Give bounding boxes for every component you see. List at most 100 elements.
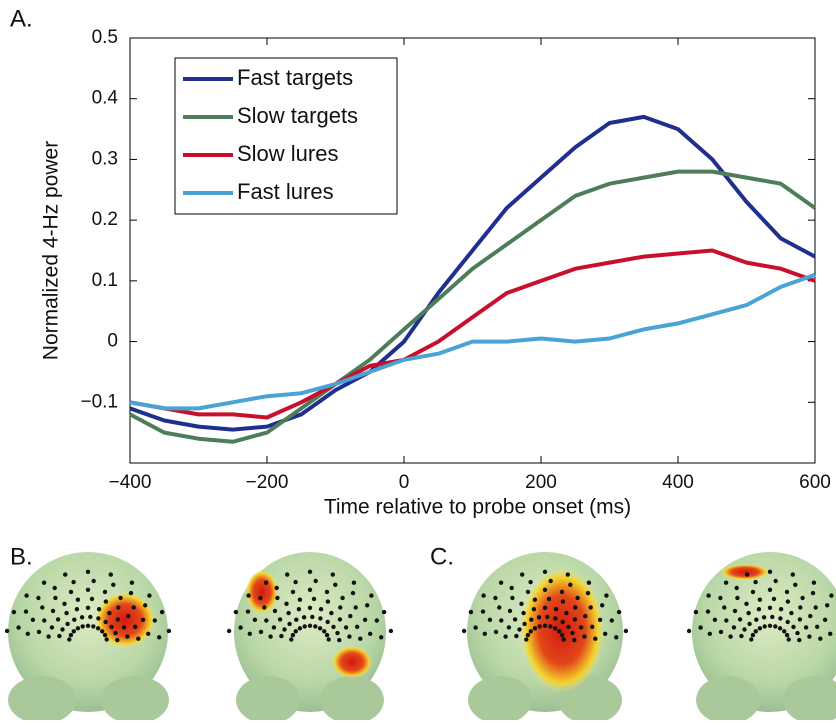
electrode	[797, 637, 802, 643]
electrode	[379, 635, 384, 640]
electrode	[698, 625, 703, 630]
electrode	[72, 617, 77, 622]
electrode	[784, 589, 790, 595]
electrode	[757, 597, 763, 602]
electrode	[147, 593, 152, 598]
electrode	[166, 628, 172, 634]
electrode	[521, 610, 526, 616]
electrode	[100, 629, 105, 634]
electrode	[686, 628, 692, 634]
electrode	[761, 615, 767, 620]
electrode	[71, 629, 77, 634]
electrode	[785, 599, 791, 604]
electrode	[293, 629, 298, 634]
electrode	[246, 593, 251, 598]
electrode	[745, 572, 750, 577]
electrode	[233, 609, 239, 615]
legend-label: Fast lures	[237, 179, 334, 204]
electrode	[553, 616, 558, 621]
electrode	[128, 590, 134, 596]
electrode	[85, 569, 91, 574]
electrode	[374, 618, 379, 623]
series-line	[129, 169, 817, 444]
electrode	[85, 623, 91, 628]
plot-frame	[129, 37, 816, 464]
electrode	[238, 625, 243, 630]
electrode	[545, 614, 550, 620]
y-tick-label: 0.1	[92, 270, 118, 291]
electrode	[347, 634, 352, 639]
electrode	[542, 569, 548, 574]
electrode	[767, 569, 773, 574]
electrode	[548, 624, 553, 629]
electrode	[322, 629, 327, 634]
electrode	[568, 582, 573, 587]
electrode	[107, 610, 112, 616]
electrode	[514, 633, 519, 639]
electrode	[588, 605, 593, 610]
electrode	[287, 621, 292, 627]
electrode	[258, 595, 263, 601]
electrode	[103, 599, 109, 604]
electrode	[468, 609, 474, 615]
electrode	[337, 617, 343, 622]
electrode	[461, 628, 467, 634]
electrode	[519, 601, 524, 606]
electrode	[810, 590, 816, 596]
electrode	[593, 636, 598, 641]
electrode	[597, 617, 603, 622]
electrode	[732, 608, 738, 614]
electrode	[65, 621, 70, 627]
electrode	[575, 595, 580, 601]
electrode	[102, 589, 108, 595]
electrode	[140, 617, 146, 622]
electrode	[53, 595, 58, 601]
electrode	[310, 614, 315, 620]
electrode	[616, 609, 622, 615]
electrode	[750, 632, 756, 638]
electrode	[553, 607, 559, 612]
electrode	[728, 634, 733, 639]
electrode	[337, 637, 342, 643]
electrode	[522, 621, 527, 627]
x-tick-label: −200	[246, 472, 289, 493]
electrode	[85, 605, 91, 610]
electrode	[585, 590, 591, 596]
electrode	[79, 615, 85, 620]
electrode	[525, 632, 531, 638]
electrode	[290, 632, 296, 638]
electrode	[307, 623, 313, 628]
legend-box	[174, 57, 398, 215]
electrode	[557, 629, 562, 634]
electrode	[481, 593, 486, 598]
electrode	[118, 595, 123, 601]
electrode	[512, 617, 518, 622]
electrode	[275, 595, 280, 601]
electrode	[388, 628, 394, 634]
electrode	[586, 580, 592, 585]
electrode	[325, 619, 330, 625]
electrode	[520, 572, 525, 577]
electrode	[473, 625, 478, 630]
electrode	[133, 624, 138, 629]
legend-label: Slow targets	[237, 103, 358, 128]
electrode	[338, 605, 343, 610]
electrode	[510, 595, 515, 601]
electrode	[560, 619, 565, 625]
electrode	[778, 616, 783, 621]
electrode	[68, 632, 74, 638]
electrode	[115, 637, 120, 643]
electrode	[355, 624, 360, 629]
electrode	[88, 614, 93, 620]
y-tick-label: 0.2	[92, 209, 118, 230]
electrode	[157, 635, 162, 640]
electrode	[75, 626, 81, 631]
electrode	[807, 634, 812, 639]
electrode	[790, 572, 795, 577]
electrode	[565, 572, 570, 577]
electrode	[570, 630, 575, 636]
electrode	[307, 605, 313, 610]
electrode	[30, 617, 36, 622]
electrode	[771, 596, 777, 602]
electrode	[159, 609, 165, 615]
